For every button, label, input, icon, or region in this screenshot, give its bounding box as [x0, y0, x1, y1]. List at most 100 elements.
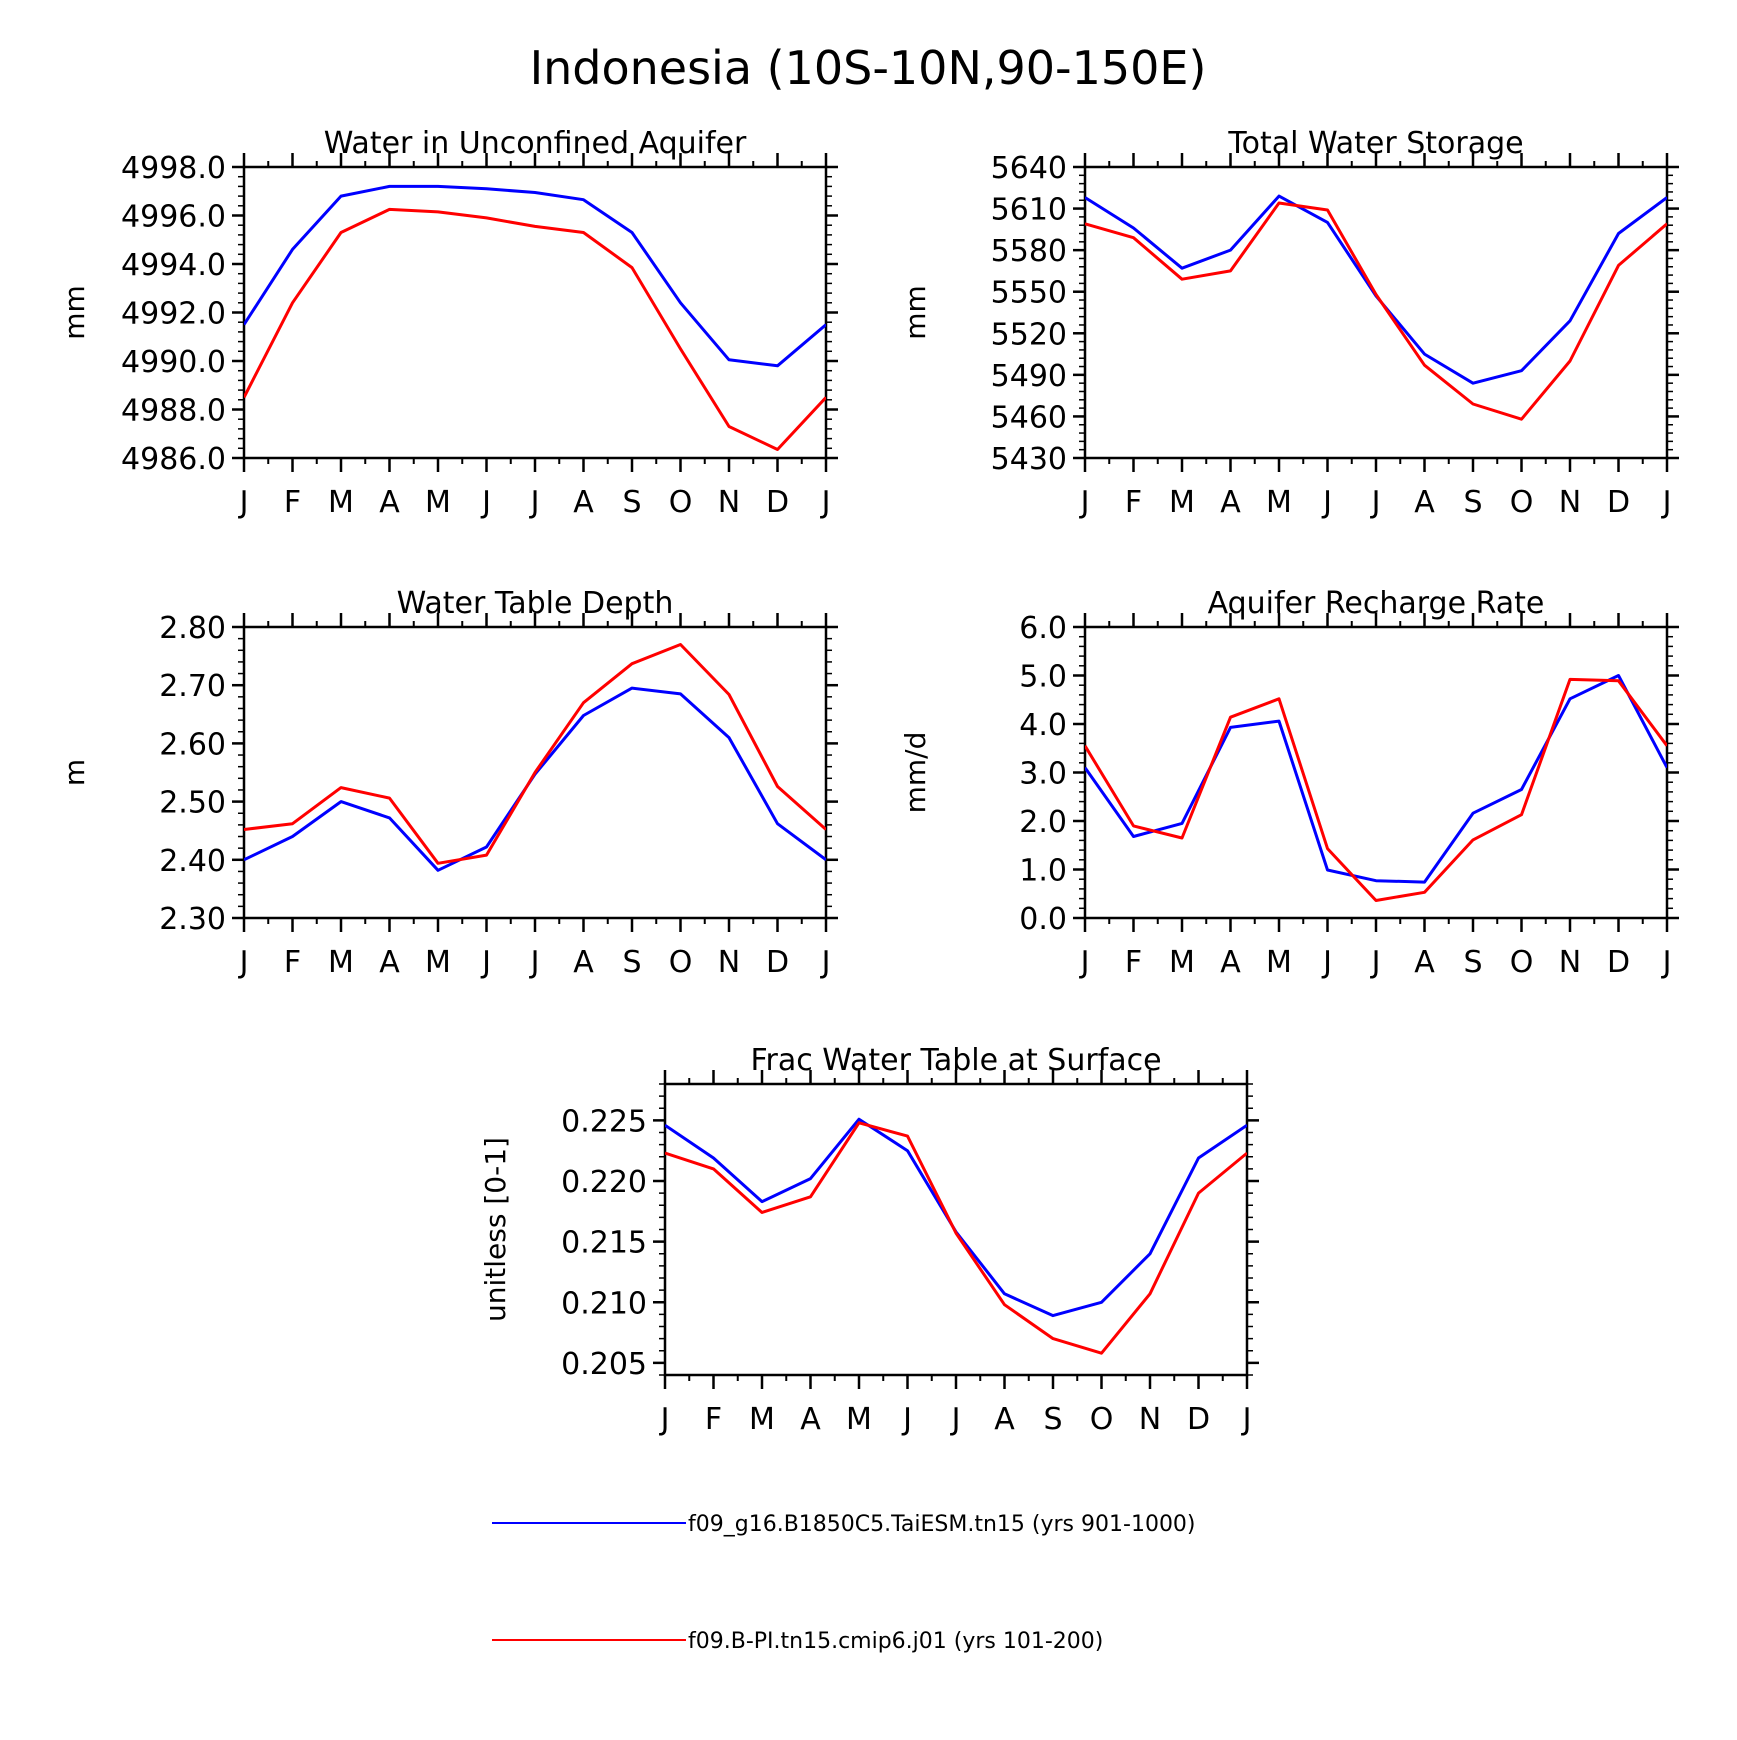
- x-tick-label-j1: J: [1079, 945, 1090, 980]
- y-tick-label: 4992.0: [121, 297, 226, 332]
- y-tick-label: 4988.0: [121, 394, 226, 429]
- x-tick-label-m1: M: [1169, 485, 1195, 520]
- y-tick-label: 4.0: [1019, 708, 1067, 743]
- legend-label-cmip6: f09.B-PI.tn15.cmip6.j01 (yrs 101-200): [688, 1629, 1103, 1654]
- series-line-taiesm: [1085, 194, 1667, 385]
- x-tick-label-j2: J: [901, 1402, 912, 1437]
- x-tick-label-m1: M: [1169, 945, 1195, 980]
- x-tick-label-a1: A: [1220, 485, 1241, 520]
- y-tick-label: 4990.0: [121, 345, 226, 380]
- y-tick-label: 5610: [991, 193, 1067, 228]
- y-tick-label: 2.60: [159, 727, 226, 762]
- legend: f09_g16.B1850C5.TaiESM.tn15 (yrs 901-100…: [492, 1512, 1196, 1654]
- x-tick-label-j3: J: [529, 945, 540, 980]
- y-tick-label: 0.210: [561, 1286, 647, 1321]
- x-tick-label-m2: M: [1266, 945, 1292, 980]
- x-tick-label-a1: A: [800, 1402, 821, 1437]
- series-line-cmip6: [244, 207, 826, 451]
- y-tick-label: 0.205: [561, 1347, 647, 1382]
- x-tick-label-j1: J: [659, 1402, 670, 1437]
- x-tick-label-d: D: [1187, 1402, 1210, 1437]
- x-tick-label-s: S: [622, 485, 641, 520]
- y-tick-label: 2.40: [159, 844, 226, 879]
- x-tick-label-a2: A: [1414, 485, 1435, 520]
- x-tick-label-j4: J: [820, 945, 831, 980]
- x-tick-label-a2: A: [573, 485, 594, 520]
- x-tick-label-n: N: [1559, 485, 1581, 520]
- y-tick-label: 5460: [991, 400, 1067, 435]
- plot-frame: [242, 165, 828, 460]
- y-tick-label: 3.0: [1019, 757, 1067, 792]
- x-tick-label-f: F: [284, 945, 301, 980]
- x-tick-label-j1: J: [238, 945, 249, 980]
- x-tick-label-j4: J: [1241, 1402, 1252, 1437]
- x-tick-label-j2: J: [1321, 485, 1332, 520]
- x-tick-label-m2: M: [425, 485, 451, 520]
- y-tick-label: 4998.0: [121, 151, 226, 186]
- y-tick-label: 2.30: [159, 902, 226, 937]
- series-line-cmip6: [1085, 201, 1667, 421]
- y-axis-label: m: [58, 759, 91, 786]
- y-axis-label: mm: [58, 285, 91, 340]
- series-line-cmip6: [1085, 677, 1667, 902]
- y-tick-label: 5550: [991, 276, 1067, 311]
- x-tick-label-j2: J: [1321, 945, 1332, 980]
- x-tick-label-s: S: [622, 945, 641, 980]
- legend-label-taiesm: f09_g16.B1850C5.TaiESM.tn15 (yrs 901-100…: [688, 1512, 1196, 1537]
- y-tick-label: 6.0: [1019, 611, 1067, 646]
- x-tick-label-j3: J: [950, 1402, 961, 1437]
- y-tick-label: 0.215: [561, 1226, 647, 1261]
- x-tick-label-j4: J: [1661, 485, 1672, 520]
- x-tick-label-a1: A: [379, 945, 400, 980]
- series-line-taiesm: [1085, 674, 1667, 884]
- x-tick-label-d: D: [1607, 945, 1630, 980]
- x-tick-label-s: S: [1043, 1402, 1062, 1437]
- x-tick-label-d: D: [1607, 485, 1630, 520]
- x-tick-label-j4: J: [1661, 945, 1672, 980]
- y-axis-label: mm: [899, 285, 932, 340]
- x-tick-label-o: O: [669, 945, 693, 980]
- y-tick-label: 5520: [991, 317, 1067, 352]
- y-tick-label: 5490: [991, 359, 1067, 394]
- x-tick-label-j1: J: [238, 485, 249, 520]
- plot-frame: [1083, 165, 1669, 460]
- x-tick-label-o: O: [1090, 1402, 1114, 1437]
- x-tick-label-d: D: [766, 485, 789, 520]
- y-tick-label: 4994.0: [121, 248, 226, 283]
- series-line-taiesm: [244, 184, 826, 368]
- x-tick-label-j1: J: [1079, 485, 1090, 520]
- x-tick-label-d: D: [766, 945, 789, 980]
- x-tick-label-n: N: [1559, 945, 1581, 980]
- y-tick-label: 5.0: [1019, 660, 1067, 695]
- y-tick-label: 1.0: [1019, 854, 1067, 889]
- x-tick-label-f: F: [1125, 485, 1142, 520]
- x-tick-label-a1: A: [1220, 945, 1241, 980]
- y-tick-label: 0.225: [561, 1104, 647, 1139]
- x-tick-label-j3: J: [529, 485, 540, 520]
- y-tick-label: 2.80: [159, 611, 226, 646]
- x-tick-label-j4: J: [820, 485, 831, 520]
- y-tick-label: 4986.0: [121, 442, 226, 477]
- y-tick-label: 2.50: [159, 786, 226, 821]
- x-tick-label-m2: M: [1266, 485, 1292, 520]
- figure-title: Indonesia (10S-10N,90-150E): [530, 41, 1207, 95]
- x-tick-label-o: O: [1510, 485, 1534, 520]
- x-tick-label-j3: J: [1370, 485, 1381, 520]
- x-tick-label-a2: A: [994, 1402, 1015, 1437]
- x-tick-label-m1: M: [328, 945, 354, 980]
- x-tick-label-s: S: [1463, 485, 1482, 520]
- x-tick-label-n: N: [718, 485, 740, 520]
- x-tick-label-a2: A: [1414, 945, 1435, 980]
- x-tick-label-j2: J: [480, 485, 491, 520]
- x-tick-label-j3: J: [1370, 945, 1381, 980]
- x-tick-label-m2: M: [425, 945, 451, 980]
- x-tick-label-f: F: [1125, 945, 1142, 980]
- x-tick-label-a1: A: [379, 485, 400, 520]
